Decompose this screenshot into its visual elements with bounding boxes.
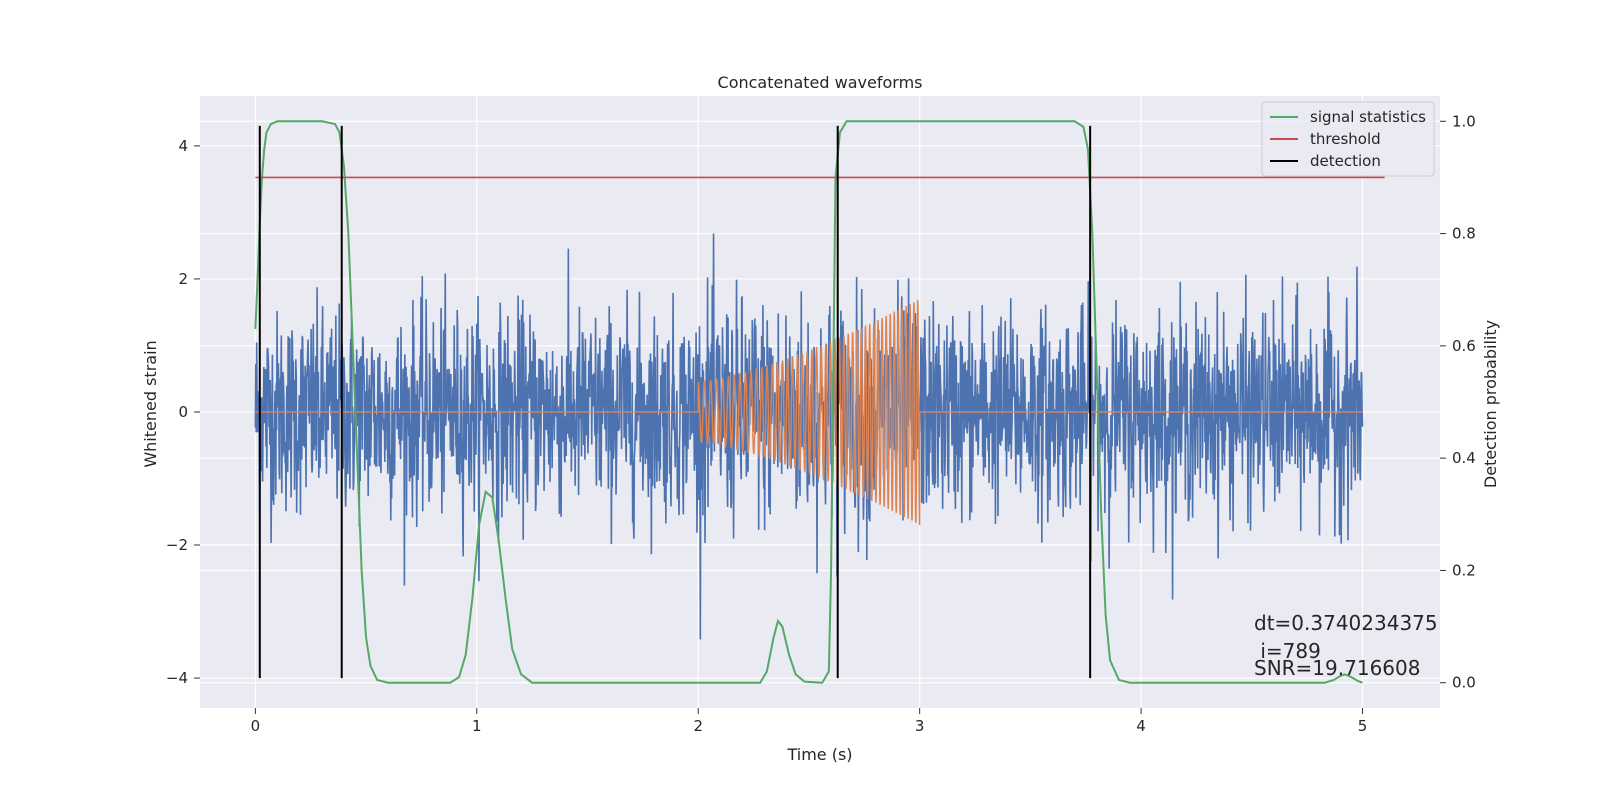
x-tick-label: 0 <box>251 717 261 735</box>
chart-title: Concatenated waveforms <box>718 73 923 92</box>
y2-tick-label: 0.6 <box>1452 337 1476 355</box>
y2-tick-label: 0.2 <box>1452 561 1476 579</box>
legend-label-detection: detection <box>1310 152 1381 170</box>
detection-series <box>258 125 1092 679</box>
template-series <box>255 299 1363 526</box>
y2-tick-label: 0.0 <box>1452 674 1476 692</box>
annotation-snr: SNR=19.716608 <box>1254 656 1420 680</box>
legend: signal statistics threshold detection <box>1261 101 1435 177</box>
y2-axis-ticks: 0.0 0.2 0.4 0.6 0.8 1.0 <box>1440 112 1476 692</box>
x-tick-label: 4 <box>1136 717 1146 735</box>
x-tick-label: 5 <box>1358 717 1368 735</box>
y2-tick-label: 0.8 <box>1452 225 1476 243</box>
legend-label-threshold: threshold <box>1310 130 1381 148</box>
legend-box <box>1261 101 1435 177</box>
y2-tick-label: 1.0 <box>1452 112 1476 130</box>
y2-tick-label: 0.4 <box>1452 449 1476 467</box>
annotation-i: i=789 <box>1254 639 1321 663</box>
y-tick-label: −4 <box>166 669 188 687</box>
y-axis-ticks: −4 −2 0 2 4 <box>166 137 200 687</box>
annotation-dt: dt=0.3740234375 <box>1254 611 1438 635</box>
x-axis-ticks: 0 1 2 3 4 5 <box>251 708 1368 735</box>
x-tick-label: 2 <box>693 717 703 735</box>
y-tick-label: 4 <box>178 137 188 155</box>
y-tick-label: −2 <box>166 536 188 554</box>
y-axis-label: Whitened strain <box>141 340 160 467</box>
legend-label-statistics: signal statistics <box>1310 108 1426 126</box>
x-axis-label: Time (s) <box>786 745 852 764</box>
y-tick-label: 2 <box>178 270 188 288</box>
y-tick-label: 0 <box>178 403 188 421</box>
x-tick-label: 3 <box>915 717 925 735</box>
x-tick-label: 1 <box>472 717 482 735</box>
y2-axis-label: Detection probability <box>1481 320 1500 488</box>
template-line <box>255 299 1363 526</box>
